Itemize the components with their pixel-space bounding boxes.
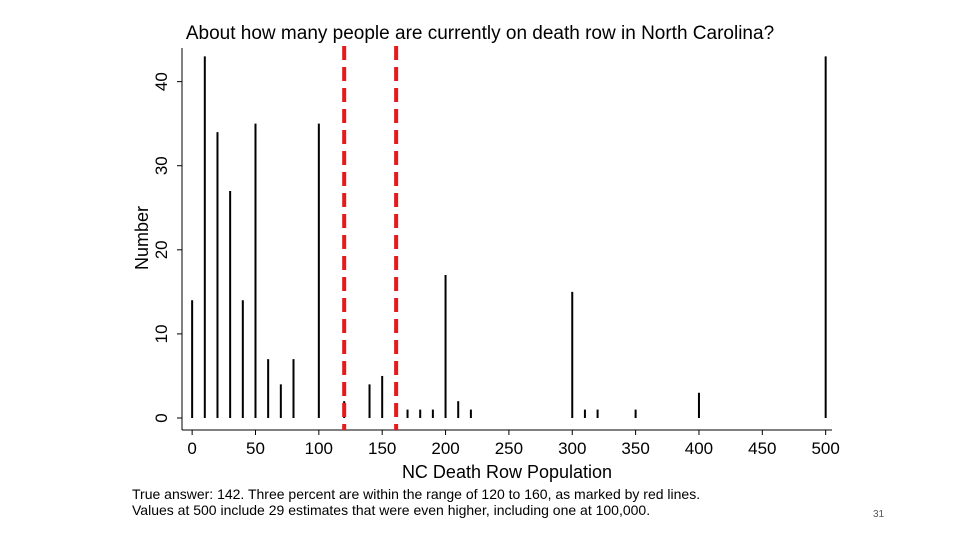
x-tick-label: 350	[621, 439, 649, 458]
x-tick-label: 200	[431, 439, 459, 458]
caption-line-1: True answer: 142. Three percent are with…	[132, 486, 701, 502]
y-tick-label: 10	[152, 324, 171, 343]
chart-title: About how many people are currently on d…	[186, 23, 774, 44]
caption-line-2: Values at 500 include 29 estimates that …	[132, 502, 651, 518]
x-tick-label: 500	[811, 439, 839, 458]
plot-area: 0 50 100 150 200 250 300 350 400 450 500 0 10 20 30 40	[152, 46, 840, 458]
x-tick-label: 450	[748, 439, 776, 458]
slide-number: 31	[873, 509, 885, 520]
y-tick-label: 20	[152, 240, 171, 259]
x-tick-label: 50	[246, 439, 265, 458]
y-axis-label: Number	[132, 206, 152, 270]
x-tick-label: 150	[368, 439, 396, 458]
x-tick-label: 250	[495, 439, 523, 458]
x-tick-label: 300	[558, 439, 586, 458]
y-tick-label: 40	[152, 72, 171, 91]
chart-caption: True answer: 142. Three percent are with…	[132, 486, 700, 518]
x-tick-label: 0	[187, 439, 196, 458]
x-tick-label: 400	[685, 439, 713, 458]
y-tick-label: 30	[152, 156, 171, 175]
x-axis-label: NC Death Row Population	[402, 462, 612, 482]
y-tick-label: 0	[152, 413, 171, 422]
x-tick-label: 100	[305, 439, 333, 458]
